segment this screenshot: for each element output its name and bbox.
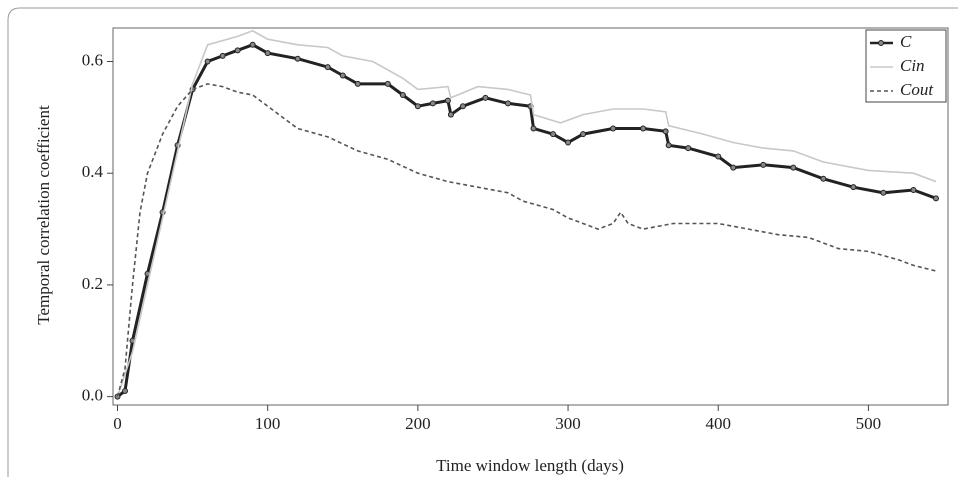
x-tick-label: 300 [555,414,581,433]
plot-area [112,27,949,406]
point [122,388,129,395]
y-tick-label: 0.0 [82,386,103,405]
point [715,153,722,160]
point [820,175,827,182]
y-axis-label: Temporal correlation coefficient [34,105,53,325]
point [219,52,226,59]
x-tick-label: 200 [405,414,431,433]
point [580,131,587,138]
legend-label: Cin [900,56,925,75]
point [264,50,271,57]
point [429,100,436,107]
x-tick-label: 500 [856,414,882,433]
legend-label: Cout [900,80,934,99]
point [565,139,572,146]
series-line [116,29,937,397]
point [482,94,489,101]
point [850,184,857,191]
point [447,111,454,118]
point [640,125,647,132]
point [910,186,917,193]
point [730,164,737,171]
point [459,103,466,110]
point [760,161,767,168]
point [550,131,557,138]
series-line [116,43,937,398]
point [249,41,256,48]
point [685,145,692,152]
point [444,97,451,104]
point [204,58,211,65]
point [880,189,887,196]
point [790,164,797,171]
point [399,92,406,99]
point [530,125,537,132]
x-axis-label: Time window length (days) [436,456,624,475]
y-tick-label: 0.6 [82,50,103,69]
point [234,47,241,54]
point [665,142,672,149]
point [294,55,301,62]
y-tick-label: 0.2 [82,274,103,293]
point [414,103,421,110]
x-tick-label: 0 [113,414,122,433]
point [324,64,331,71]
legend-label: C [900,32,912,51]
point [662,128,669,135]
x-tick-label: 400 [705,414,731,433]
frame [7,7,958,477]
y-tick-label: 0.4 [82,162,104,181]
point [610,125,617,132]
series-line [116,83,937,397]
legend-marker [878,40,884,46]
point [354,80,361,87]
point [384,80,391,87]
point [932,195,939,202]
x-tick-label: 100 [255,414,281,433]
point [339,72,346,79]
point [504,100,511,107]
